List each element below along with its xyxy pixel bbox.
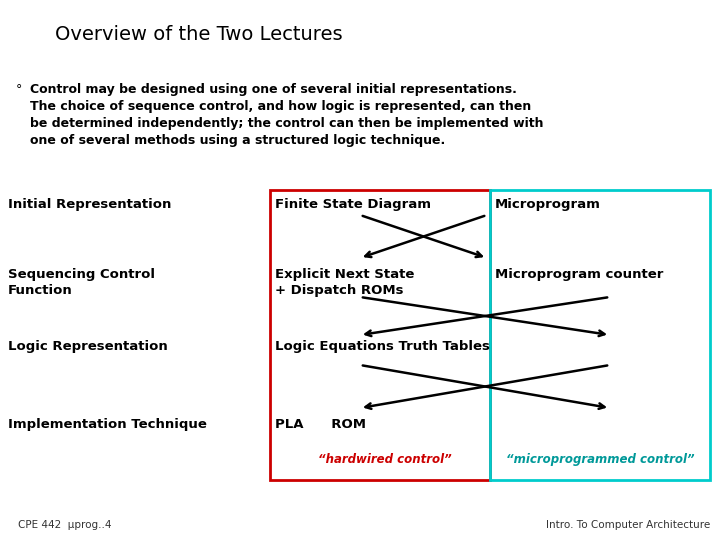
Text: Overview of the Two Lectures: Overview of the Two Lectures (55, 25, 343, 44)
Bar (490, 190, 710, 480)
Text: Intro. To Computer Architecture: Intro. To Computer Architecture (546, 520, 710, 530)
Bar (270, 190, 490, 480)
Text: Sequencing Control
Function: Sequencing Control Function (8, 268, 155, 297)
Text: Initial Representation: Initial Representation (8, 198, 171, 211)
Text: Microprogram: Microprogram (495, 198, 601, 211)
Text: Microprogram counter: Microprogram counter (495, 268, 663, 281)
Text: “microprogrammed control”: “microprogrammed control” (505, 453, 694, 466)
Text: “hardwired control”: “hardwired control” (318, 453, 452, 466)
Text: Control may be designed using one of several initial representations.
The choice: Control may be designed using one of sev… (30, 83, 544, 147)
Text: Logic Representation: Logic Representation (8, 340, 168, 353)
Text: Explicit Next State
+ Dispatch ROMs: Explicit Next State + Dispatch ROMs (275, 268, 415, 297)
Text: Implementation Technique: Implementation Technique (8, 418, 207, 431)
Text: CPE 442  μprog..4: CPE 442 μprog..4 (18, 520, 112, 530)
Text: Finite State Diagram: Finite State Diagram (275, 198, 431, 211)
Text: °: ° (16, 83, 22, 96)
Text: PLA      ROM: PLA ROM (275, 418, 366, 431)
Text: Logic Equations Truth Tables: Logic Equations Truth Tables (275, 340, 490, 353)
